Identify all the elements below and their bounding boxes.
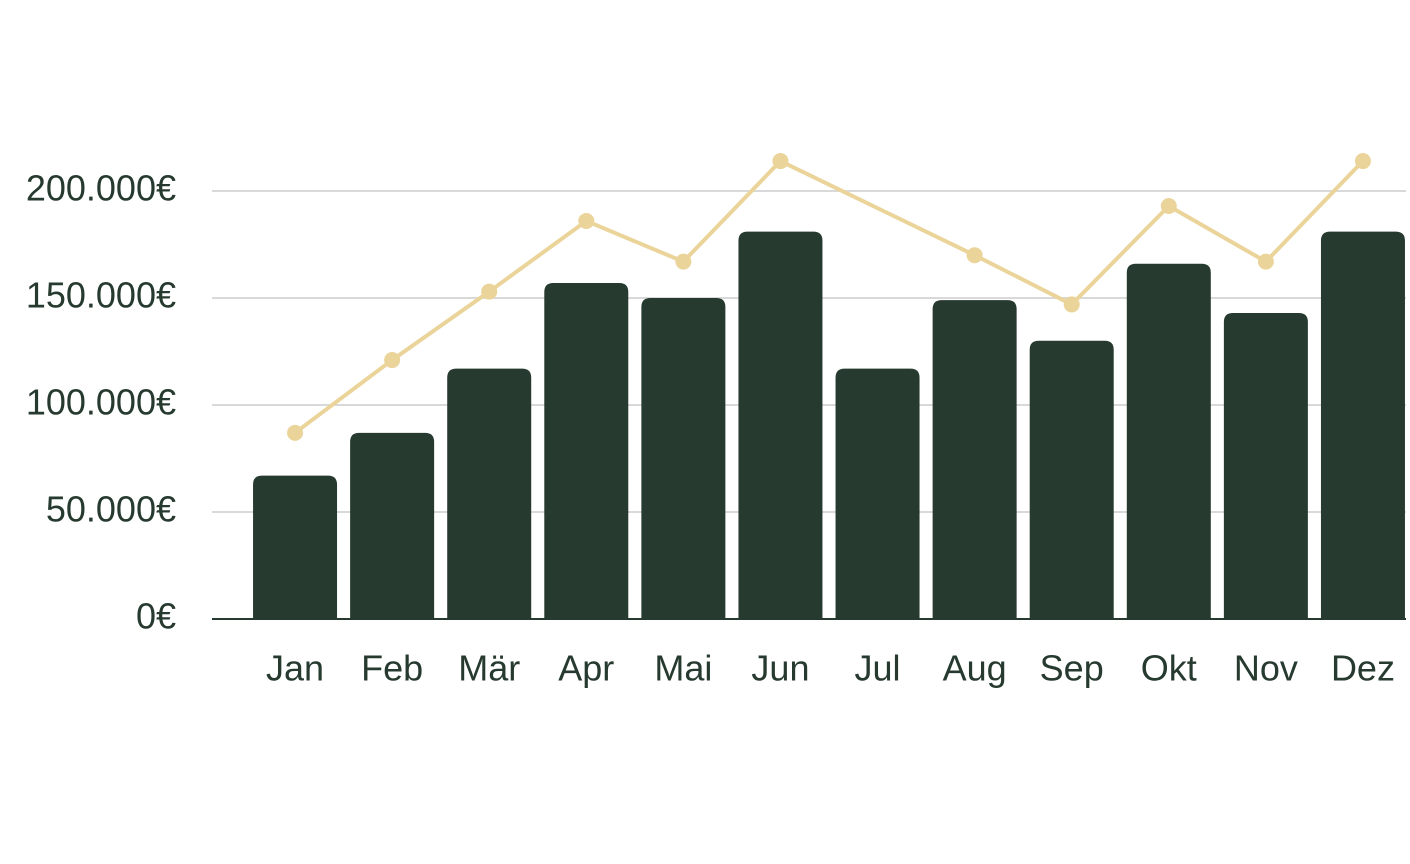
y-tick-label: 200.000€ xyxy=(26,168,176,209)
line-point xyxy=(1063,296,1080,313)
bar xyxy=(1223,312,1308,619)
line-point xyxy=(287,424,304,441)
x-tick-label: Sep xyxy=(1040,648,1104,689)
y-tick-label: 0€ xyxy=(136,596,176,637)
bar xyxy=(1320,231,1405,619)
line-point xyxy=(1160,197,1177,214)
bar xyxy=(447,368,532,619)
bar xyxy=(1126,263,1211,619)
bar xyxy=(544,283,629,619)
line-point xyxy=(481,283,498,300)
line-point xyxy=(966,247,983,264)
line-point xyxy=(675,253,692,270)
x-tick-label: Mai xyxy=(654,648,712,689)
x-tick-label: Aug xyxy=(943,648,1007,689)
bar xyxy=(350,432,435,619)
x-tick-label: Apr xyxy=(558,648,614,689)
bar xyxy=(932,300,1017,619)
x-tick-label: Feb xyxy=(361,648,423,689)
x-tick-label: Jul xyxy=(855,648,901,689)
x-tick-label: Jan xyxy=(266,648,324,689)
gap-connector xyxy=(779,159,976,257)
x-tick-label: Okt xyxy=(1141,648,1197,689)
bar xyxy=(641,298,726,619)
line-point xyxy=(578,212,595,229)
line-point xyxy=(1354,153,1371,170)
line-point xyxy=(1257,253,1274,270)
x-tick-label: Dez xyxy=(1331,648,1395,689)
y-tick-label: 150.000€ xyxy=(26,275,176,316)
bar xyxy=(1029,340,1114,619)
bar xyxy=(835,368,920,619)
line-point xyxy=(384,352,401,369)
x-tick-label: Nov xyxy=(1234,648,1298,689)
y-tick-label: 100.000€ xyxy=(26,382,176,423)
bar xyxy=(738,231,823,619)
x-tick-label: Mär xyxy=(458,648,520,689)
y-tick-label: 50.000€ xyxy=(46,489,176,530)
bar xyxy=(253,475,338,619)
line-point xyxy=(772,153,789,170)
x-tick-label: Jun xyxy=(751,648,809,689)
line xyxy=(293,159,782,435)
